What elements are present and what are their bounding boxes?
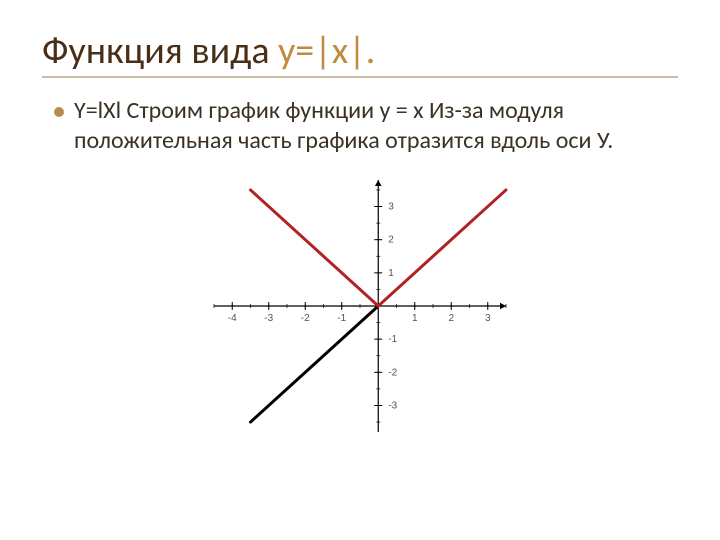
bullet-block: Y=lXl Строим график функции y = x Из-за … bbox=[42, 96, 614, 156]
svg-text:-3: -3 bbox=[264, 313, 273, 324]
svg-text:3: 3 bbox=[485, 313, 491, 324]
title-accent: y=|x|. bbox=[278, 28, 375, 74]
slide-title: Функция вида y=|x|. bbox=[42, 28, 678, 74]
svg-text:3: 3 bbox=[388, 202, 394, 213]
body-text: Y=lXl Строим график функции y = x Из-за … bbox=[74, 96, 614, 156]
svg-text:2: 2 bbox=[448, 313, 454, 324]
chart-absx: -4 -3 -2 -1 1 2 3 -3 -2 -1 1 2 3 bbox=[210, 176, 510, 436]
svg-text:-1: -1 bbox=[337, 313, 346, 324]
svg-text:-2: -2 bbox=[301, 313, 310, 324]
svg-text:-1: -1 bbox=[388, 334, 397, 345]
svg-text:1: 1 bbox=[388, 268, 394, 279]
svg-text:-3: -3 bbox=[388, 400, 397, 411]
title-main: Функция вида bbox=[42, 28, 278, 74]
svg-text:-2: -2 bbox=[388, 367, 397, 378]
svg-text:-4: -4 bbox=[228, 313, 237, 324]
title-underline bbox=[42, 76, 678, 78]
svg-text:2: 2 bbox=[388, 235, 394, 246]
red-v-right bbox=[378, 190, 506, 306]
bullet-icon bbox=[54, 107, 64, 117]
red-v-left bbox=[251, 190, 379, 306]
svg-text:1: 1 bbox=[412, 313, 418, 324]
